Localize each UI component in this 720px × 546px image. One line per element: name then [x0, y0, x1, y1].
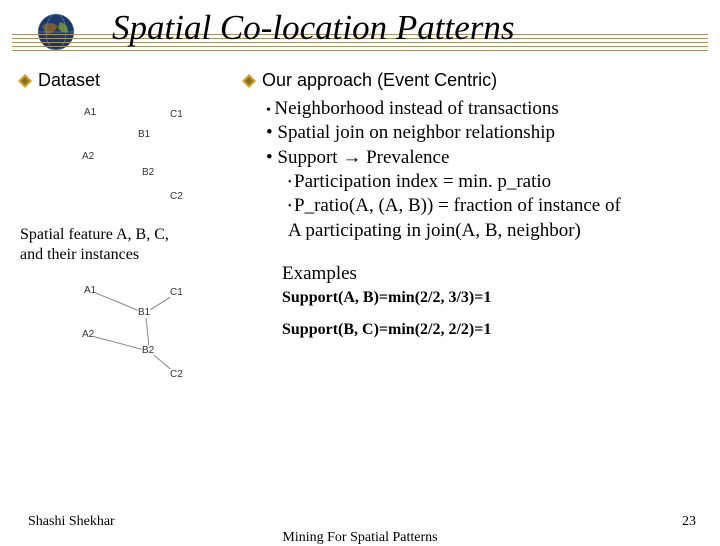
sub-bullet-item-cont: A participating in join(A, B, neighbor)	[288, 219, 700, 243]
point-label: C1	[170, 109, 183, 120]
point-label: B2	[142, 345, 154, 356]
example-line: Support(B, C)=min(2/2, 2/2)=1	[282, 321, 706, 339]
point-label: B2	[142, 167, 154, 178]
footer-page-number: 23	[682, 514, 696, 530]
caption-line: and their instances	[20, 245, 236, 265]
approach-body: Neighborhood instead of transactions • S…	[242, 97, 706, 243]
point-label: B1	[138, 307, 150, 318]
content-columns: Dataset A1 C1 B1 A2 B2 C2 Spatial feature A, …	[0, 68, 720, 395]
graph-edge	[90, 335, 150, 352]
dataset-scatter-edges: A1 C1 B1 A2 B2 C2	[42, 275, 222, 395]
examples-block: Examples Support(A, B)=min(2/2, 3/3)=1 S…	[282, 263, 706, 339]
point-label: B1	[138, 129, 150, 140]
point-label: C1	[170, 287, 183, 298]
sub-bullet-item: P_ratio(A, (A, B)) = fraction of instanc…	[288, 194, 700, 218]
bullet-item: • Spatial join on neighbor relationship	[266, 121, 700, 145]
point-label: A2	[82, 329, 94, 340]
caption-line: Spatial feature A, B, C,	[20, 225, 236, 245]
approach-heading-label: Our approach (Event Centric)	[262, 70, 497, 91]
point-label: A1	[84, 285, 96, 296]
point-label: A2	[82, 151, 94, 162]
dataset-scatter-plain: A1 C1 B1 A2 B2 C2	[42, 97, 222, 217]
sub-bullet-item: Participation index = min. p_ratio	[288, 170, 700, 194]
examples-title: Examples	[282, 263, 706, 285]
point-label: C2	[170, 369, 183, 380]
bullet-icon	[18, 74, 32, 88]
dataset-heading-label: Dataset	[38, 70, 100, 91]
dataset-heading: Dataset	[18, 70, 236, 91]
right-column: Our approach (Event Centric) Neighborhoo…	[236, 68, 706, 395]
title-bar: Spatial Co-location Patterns	[0, 0, 720, 68]
point-label: A1	[84, 107, 96, 118]
bullet-item: • Support → Prevalence	[266, 146, 700, 170]
dataset-caption: Spatial feature A, B, C, and their insta…	[20, 225, 236, 265]
footer-title: Mining For Spatial Patterns	[0, 530, 720, 546]
footer-author: Shashi Shekhar	[28, 514, 115, 530]
left-column: Dataset A1 C1 B1 A2 B2 C2 Spatial feature A, …	[18, 68, 236, 395]
bullet-icon	[242, 74, 256, 88]
example-line: Support(A, B)=min(2/2, 3/3)=1	[282, 289, 706, 307]
bullet-item: Neighborhood instead of transactions	[266, 97, 700, 121]
approach-heading: Our approach (Event Centric)	[242, 70, 706, 91]
slide-title: Spatial Co-location Patterns	[112, 8, 514, 48]
point-label: C2	[170, 191, 183, 202]
